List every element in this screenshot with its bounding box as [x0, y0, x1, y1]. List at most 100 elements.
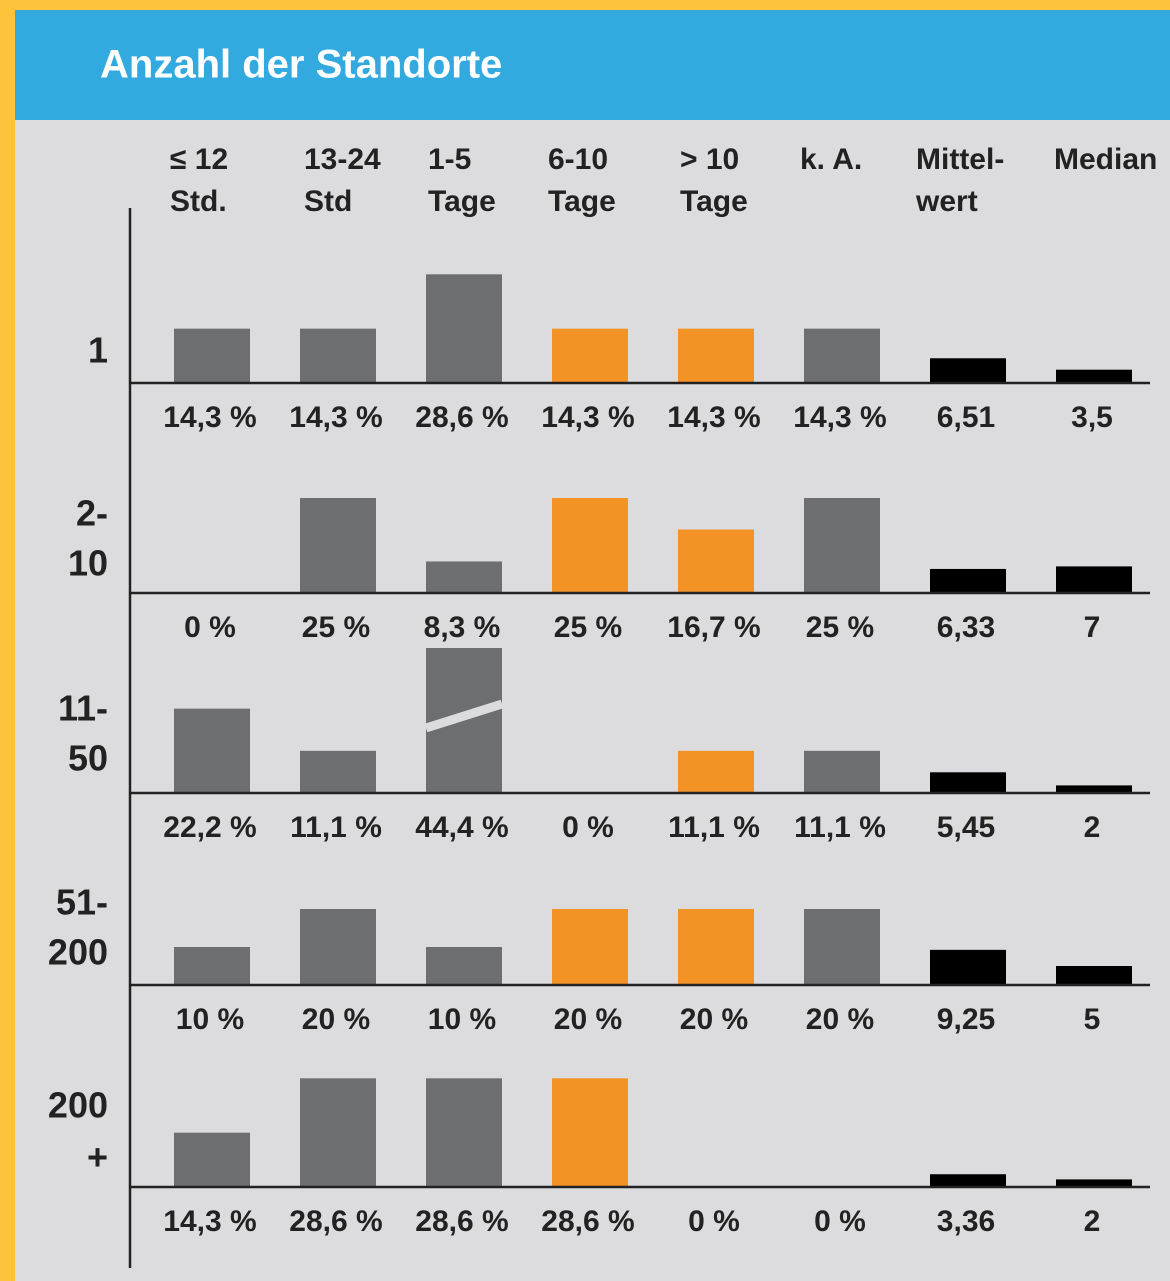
value-label: 11,1 %	[668, 811, 760, 844]
bar	[930, 568, 1006, 593]
value-label: 10 %	[176, 1003, 244, 1036]
value-label: 11,1 %	[794, 811, 886, 844]
bar	[1056, 785, 1132, 793]
bar	[174, 947, 250, 985]
bar	[1056, 369, 1132, 383]
bar	[678, 909, 754, 985]
column-header: wert	[915, 185, 978, 218]
value-label: 6,33	[937, 611, 995, 644]
row-label: 11-	[58, 688, 108, 729]
bar	[426, 274, 502, 383]
value-label: 16,7 %	[667, 611, 760, 644]
column-header: Tage	[428, 185, 496, 218]
bar	[804, 498, 880, 593]
value-label: 0 %	[814, 1205, 866, 1238]
column-header: k. A.	[800, 143, 862, 176]
value-label: 20 %	[302, 1003, 370, 1036]
value-label: 28,6 %	[289, 1205, 382, 1238]
value-label: 0 %	[562, 811, 614, 844]
value-label: 2	[1084, 1205, 1101, 1238]
value-label: 14,3 %	[667, 401, 760, 434]
value-label: 0 %	[688, 1205, 740, 1238]
bar	[804, 750, 880, 793]
value-label: 14,3 %	[289, 401, 382, 434]
row-label: 51-	[56, 882, 108, 923]
bar	[300, 1078, 376, 1187]
bar	[552, 498, 628, 593]
bar	[930, 949, 1006, 985]
bar	[1056, 1179, 1132, 1187]
bar	[552, 328, 628, 383]
bar	[300, 909, 376, 985]
bar	[552, 1078, 628, 1187]
value-label: 11,1 %	[290, 811, 382, 844]
value-label: 14,3 %	[163, 1205, 256, 1238]
row-label: 50	[68, 738, 108, 779]
value-label: 20 %	[680, 1003, 748, 1036]
row-label: 1	[88, 330, 108, 371]
axis-break	[424, 699, 504, 733]
value-label: 5	[1084, 1003, 1101, 1036]
bar	[1056, 566, 1132, 593]
column-header: Tage	[548, 185, 616, 218]
column-header: Std	[304, 185, 352, 218]
value-label: 22,2 %	[163, 811, 256, 844]
bar	[930, 1174, 1006, 1187]
bar	[300, 328, 376, 383]
value-label: 28,6 %	[541, 1205, 634, 1238]
value-label: 3,36	[937, 1205, 995, 1238]
bar	[552, 909, 628, 985]
row-label: 10	[68, 543, 108, 584]
bar	[804, 909, 880, 985]
value-label: 20 %	[806, 1003, 874, 1036]
value-label: 28,6 %	[415, 401, 508, 434]
title-band	[15, 10, 1170, 120]
value-label: 14,3 %	[541, 401, 634, 434]
row-label: 200	[48, 1085, 108, 1126]
row-label: 2-	[76, 493, 108, 534]
bar	[426, 561, 502, 593]
column-header: Median	[1054, 143, 1157, 176]
bar	[678, 529, 754, 593]
value-label: 8,3 %	[424, 611, 501, 644]
column-header: 13-24	[304, 143, 381, 176]
value-label: 28,6 %	[415, 1205, 508, 1238]
bar	[930, 772, 1006, 793]
value-label: 7	[1084, 611, 1101, 644]
bar	[426, 947, 502, 985]
value-label: 2	[1084, 811, 1101, 844]
value-label: 25 %	[554, 611, 622, 644]
value-label: 44,4 %	[415, 811, 508, 844]
row-label: 200	[48, 932, 108, 973]
bar	[174, 1132, 250, 1187]
bar	[678, 328, 754, 383]
bar	[174, 328, 250, 383]
value-label: 3,5	[1071, 401, 1113, 434]
column-header: 6-10	[548, 143, 608, 176]
row-label: +	[87, 1137, 108, 1178]
value-label: 0 %	[184, 611, 236, 644]
column-header: Std.	[170, 185, 227, 218]
value-label: 9,25	[937, 1003, 995, 1036]
bar	[678, 750, 754, 793]
value-label: 25 %	[302, 611, 370, 644]
bar	[174, 708, 250, 793]
bar	[426, 1078, 502, 1187]
chart-title: Anzahl der Standorte	[100, 43, 502, 87]
bar	[804, 328, 880, 383]
bar	[300, 498, 376, 593]
value-label: 20 %	[554, 1003, 622, 1036]
value-label: 6,51	[937, 401, 995, 434]
column-header: ≤ 12	[170, 143, 228, 176]
bar	[1056, 966, 1132, 985]
value-label: 25 %	[806, 611, 874, 644]
column-header: > 10	[680, 143, 739, 176]
value-label: 14,3 %	[163, 401, 256, 434]
bar	[930, 358, 1006, 383]
value-label: 10 %	[428, 1003, 496, 1036]
column-header: Mittel-	[916, 143, 1004, 176]
value-label: 5,45	[937, 811, 995, 844]
panel-background	[15, 10, 1170, 1281]
value-label: 14,3 %	[793, 401, 886, 434]
